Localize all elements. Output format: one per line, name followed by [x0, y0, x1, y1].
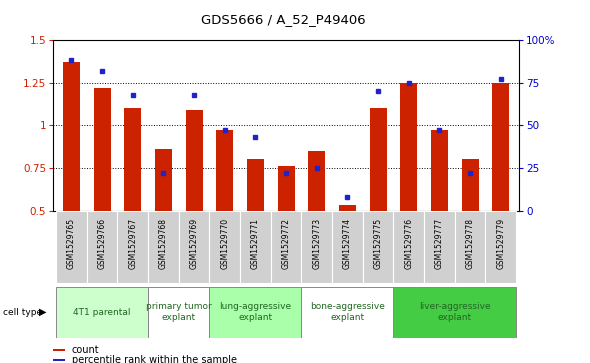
Text: GSM1529771: GSM1529771	[251, 218, 260, 269]
Bar	[309, 151, 325, 296]
Bar	[148, 211, 179, 283]
Text: lung-aggressive
explant: lung-aggressive explant	[219, 302, 291, 322]
Text: GSM1529773: GSM1529773	[312, 218, 322, 269]
Bar	[94, 88, 110, 296]
Bar	[486, 211, 516, 283]
Bar	[186, 110, 202, 296]
Text: GSM1529776: GSM1529776	[404, 218, 414, 269]
Text: GSM1529775: GSM1529775	[373, 218, 383, 269]
Text: primary tumor
explant: primary tumor explant	[146, 302, 212, 322]
Text: GSM1529774: GSM1529774	[343, 218, 352, 269]
Text: 4T1 parental: 4T1 parental	[73, 308, 131, 317]
Text: count: count	[72, 345, 99, 355]
Bar	[339, 205, 356, 296]
Text: GSM1529766: GSM1529766	[98, 218, 107, 269]
Text: ▶: ▶	[39, 307, 46, 317]
Bar	[493, 82, 509, 296]
Bar	[370, 108, 386, 296]
Bar	[431, 130, 448, 296]
Bar	[117, 211, 148, 283]
Bar	[462, 159, 478, 296]
Text: cell type: cell type	[3, 308, 42, 317]
Bar	[401, 82, 417, 296]
Text: GDS5666 / A_52_P49406: GDS5666 / A_52_P49406	[201, 13, 366, 26]
Bar	[301, 287, 394, 338]
Text: bone-aggressive
explant: bone-aggressive explant	[310, 302, 385, 322]
Bar	[394, 211, 424, 283]
Bar	[247, 159, 264, 296]
Bar	[394, 287, 516, 338]
Text: GSM1529777: GSM1529777	[435, 218, 444, 269]
Bar	[424, 211, 455, 283]
Text: GSM1529778: GSM1529778	[466, 218, 474, 269]
Bar	[363, 211, 394, 283]
Bar	[271, 211, 301, 283]
Bar	[217, 130, 233, 296]
Bar	[209, 211, 240, 283]
Bar	[278, 166, 294, 296]
Bar	[301, 211, 332, 283]
Bar	[56, 211, 87, 283]
Bar	[87, 211, 117, 283]
Text: GSM1529767: GSM1529767	[129, 218, 137, 269]
Text: liver-aggressive
explant: liver-aggressive explant	[419, 302, 491, 322]
Text: GSM1529768: GSM1529768	[159, 218, 168, 269]
Bar	[332, 211, 363, 283]
Text: GSM1529765: GSM1529765	[67, 218, 76, 269]
Bar	[53, 349, 65, 351]
Text: percentile rank within the sample: percentile rank within the sample	[72, 355, 237, 363]
Bar	[63, 62, 80, 296]
Text: GSM1529779: GSM1529779	[496, 218, 505, 269]
Bar	[155, 149, 172, 296]
Text: GSM1529770: GSM1529770	[220, 218, 230, 269]
Bar	[240, 211, 271, 283]
Bar	[148, 287, 209, 338]
Bar	[455, 211, 486, 283]
Bar	[56, 287, 148, 338]
Bar	[179, 211, 209, 283]
Bar	[209, 287, 301, 338]
Text: GSM1529772: GSM1529772	[281, 218, 291, 269]
Text: GSM1529769: GSM1529769	[189, 218, 199, 269]
Bar	[124, 108, 141, 296]
Bar	[53, 359, 65, 361]
